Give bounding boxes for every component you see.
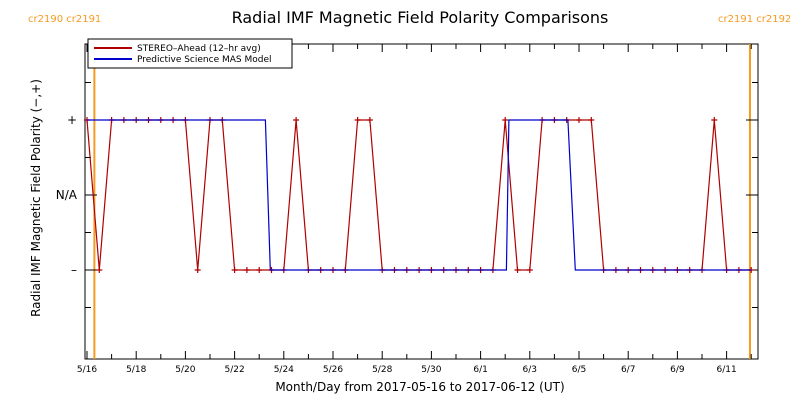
x-tick-label: 5/22 [224, 365, 244, 375]
series-point-marker [194, 267, 201, 273]
x-tick-label: 5/24 [274, 365, 294, 375]
series-point-marker [256, 267, 263, 273]
series-point-marker [588, 117, 595, 123]
x-axis-label: Month/Day from 2017-05-16 to 2017-06-12 … [275, 380, 564, 394]
series-point-marker [366, 117, 373, 123]
chart-title: Radial IMF Magnetic Field Polarity Compa… [232, 8, 609, 27]
series-point-marker [711, 117, 718, 123]
x-tick-label: 6/3 [523, 365, 537, 375]
y-axis: + N/A – [56, 82, 758, 308]
series-point-marker [514, 267, 521, 273]
series-point-marker [231, 267, 238, 273]
legend-label-model: Predictive Science MAS Model [137, 55, 272, 65]
series-point-marker [354, 117, 361, 123]
x-tick-label: 5/20 [175, 365, 195, 375]
series-line-0 [86, 119, 752, 271]
x-tick-label: 6/5 [572, 365, 586, 375]
series-point-marker [576, 117, 582, 123]
series-point-marker [96, 267, 103, 273]
carrington-right-label: cr2191 cr2192 [718, 14, 791, 25]
x-tick-label: 6/11 [716, 365, 736, 375]
y-axis-label: Radial IMF Magnetic Field Polarity (−,+) [29, 79, 43, 317]
x-tick-label: 5/26 [323, 365, 343, 375]
series-point-marker [243, 267, 250, 273]
y-tick-label: N/A [56, 188, 78, 202]
x-tick-label: 5/16 [77, 365, 97, 375]
legend: STEREO–Ahead (12–hr avg) Predictive Scie… [87, 38, 293, 69]
x-tick-label: 6/7 [621, 365, 635, 375]
x-tick-label: 5/28 [372, 365, 392, 375]
series-point-marker [502, 117, 509, 123]
carrington-left-label: cr2190 cr2191 [28, 14, 101, 25]
series-point-marker [526, 267, 533, 273]
y-tick-label: + [67, 113, 77, 127]
x-tick-label: 6/9 [670, 365, 685, 375]
x-tick-label: 6/1 [473, 365, 487, 375]
x-tick-label: 5/18 [126, 365, 146, 375]
x-axis: 5/16 5/18 5/20 5/22 5/24 5/26 5/28 5/30 6/1 6/3 6/… [77, 44, 752, 375]
series-layer [84, 117, 755, 273]
y-tick-label: – [71, 263, 77, 277]
series-point-marker [293, 117, 300, 123]
x-tick-label: 5/30 [421, 365, 441, 375]
legend-box [87, 38, 293, 69]
legend-label-stereo: STEREO–Ahead (12–hr avg) [137, 44, 261, 54]
carrington-lines [93, 44, 751, 359]
plot-frame [84, 43, 759, 360]
series-line-1 [87, 119, 752, 271]
